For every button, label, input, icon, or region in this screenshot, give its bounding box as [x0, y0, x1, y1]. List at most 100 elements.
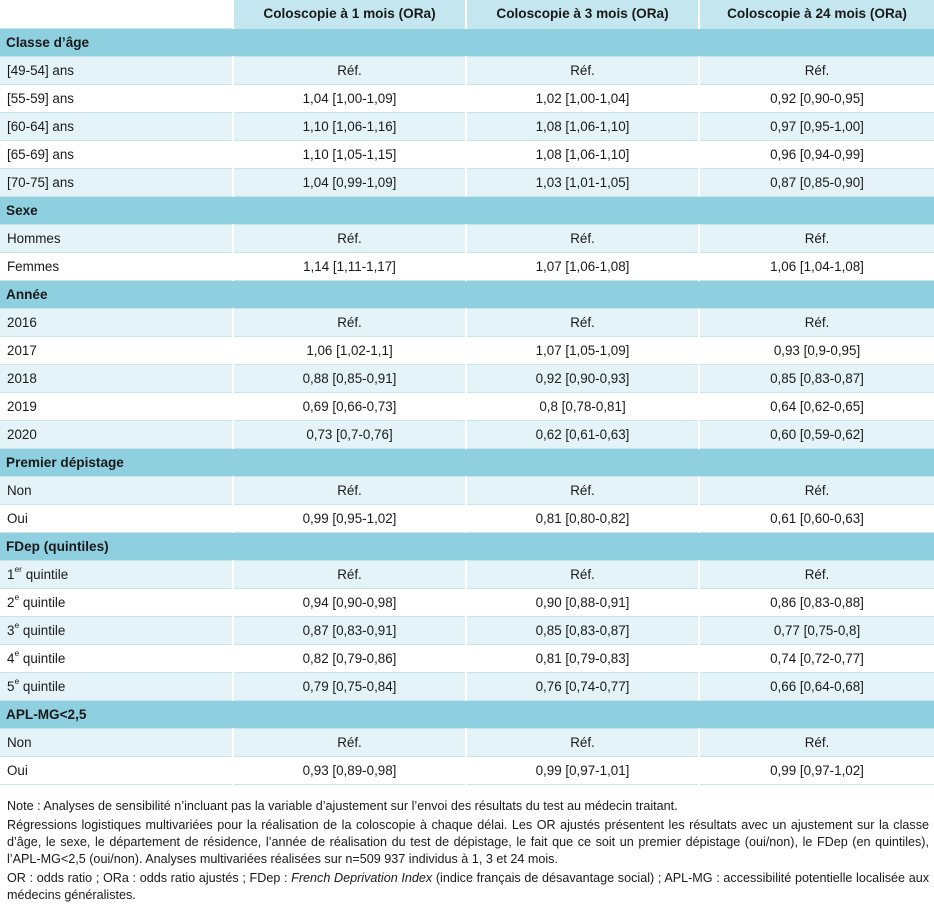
table-row: Oui 0,99 [0,95-1,02] 0,81 [0,80-0,82] 0,61 …	[0, 504, 934, 533]
row-label: Oui	[0, 504, 234, 533]
odds-ratio-cell: 0,93 [0,89-0,98]	[233, 756, 467, 785]
group-title: Année	[0, 280, 934, 309]
row-label-suffix: quintile	[19, 650, 66, 666]
row-label-text: Oui	[7, 510, 28, 526]
row-label: Hommes	[0, 224, 234, 253]
odds-ratio-cell: Réf.	[699, 476, 934, 505]
odds-ratio-cell: 1,04 [0,99-1,09]	[233, 168, 467, 197]
header-blank-cell	[0, 0, 234, 29]
odds-ratio-cell: 1,06 [1,02-1,1]	[233, 336, 467, 365]
odds-ratio-cell: 0,85 [0,83-0,87]	[699, 364, 934, 393]
odds-ratio-cell: 0,69 [0,66-0,73]	[233, 392, 467, 421]
odds-ratio-cell: Réf.	[233, 476, 467, 505]
note-abbr-end: (indice français de désavantage social) …	[7, 871, 930, 902]
odds-ratio-cell: 0,81 [0,80-0,82]	[466, 504, 700, 533]
note-abbreviations: OR : odds ratio ; ORa : odds ratio ajust…	[7, 870, 929, 904]
odds-ratio-cell: 1,07 [1,06-1,08]	[466, 252, 700, 281]
odds-ratio-cell: 0,88 [0,85-0,91]	[233, 364, 467, 393]
row-label-text: 2017	[7, 342, 37, 358]
row-label-text: 1	[7, 566, 15, 582]
row-label: Non	[0, 728, 234, 757]
table-row: 4e quintile 0,82 [0,79-0,86] 0,81 [0,79-0,…	[0, 644, 934, 673]
table-row: [65-69] ans 1,10 [1,05-1,15] 1,08 [1,06-1,…	[0, 140, 934, 169]
row-label-suffix: quintile	[19, 678, 66, 694]
row-label: 2017	[0, 336, 234, 365]
note-abbr-start: OR : odds ratio ; ORa : odds ratio ajust…	[7, 871, 292, 885]
odds-ratio-cell: 0,62 [0,61-0,63]	[466, 420, 700, 449]
row-label-suffix: quintile	[19, 594, 66, 610]
odds-ratio-cell: Réf.	[233, 56, 467, 85]
table-row: Hommes Réf. Réf. Réf.	[0, 224, 934, 253]
odds-ratio-cell: 0,64 [0,62-0,65]	[699, 392, 934, 421]
table-row: 2018 0,88 [0,85-0,91] 0,92 [0,90-0,93] 0,85…	[0, 364, 934, 393]
odds-ratio-cell: 0,8 [0,78-0,81]	[466, 392, 700, 421]
table-row: [70-75] ans 1,04 [0,99-1,09] 1,03 [1,01-1,…	[0, 168, 934, 197]
group-title: Premier dépistage	[0, 448, 934, 477]
odds-ratio-cell: Réf.	[233, 728, 467, 757]
odds-ratio-cell: 0,87 [0,85-0,90]	[699, 168, 934, 197]
row-label-suffix: quintile	[19, 622, 66, 638]
row-label-superscript: e	[14, 592, 20, 603]
row-label: [55-59] ans	[0, 84, 234, 113]
row-label-text: 2019	[7, 398, 37, 414]
odds-ratio-cell: 1,08 [1,06-1,10]	[466, 112, 700, 141]
odds-ratio-cell: Réf.	[233, 224, 467, 253]
odds-ratio-cell: 1,04 [1,00-1,09]	[233, 84, 467, 113]
odds-ratio-cell: 0,60 [0,59-0,62]	[699, 420, 934, 449]
table-row: [55-59] ans 1,04 [1,00-1,09] 1,02 [1,00-1,…	[0, 84, 934, 113]
group-row: APL-MG<2,5	[0, 700, 934, 729]
group-row: FDep (quintiles)	[0, 532, 934, 561]
odds-ratio-cell: 1,02 [1,00-1,04]	[466, 84, 700, 113]
table-body: Classe d’âge [49-54] ans Réf. Réf. Réf. [55-5…	[0, 28, 934, 785]
row-label-text: [70-75] ans	[7, 174, 74, 190]
group-title: Classe d’âge	[0, 28, 934, 57]
table-row: 2020 0,73 [0,7-0,76] 0,62 [0,61-0,63] 0,60 …	[0, 420, 934, 449]
odds-ratio-cell: 1,07 [1,05-1,09]	[466, 336, 700, 365]
row-label-text: Non	[7, 482, 32, 498]
table-row: 2016 Réf. Réf. Réf.	[0, 308, 934, 337]
row-label: 2e quintile	[0, 588, 234, 617]
odds-ratio-cell: 1,10 [1,05-1,15]	[233, 140, 467, 169]
odds-ratio-cell: Réf.	[466, 476, 700, 505]
row-label-text: Non	[7, 734, 32, 750]
table-row: [60-64] ans 1,10 [1,06-1,16] 1,08 [1,06-1,…	[0, 112, 934, 141]
group-row: Classe d’âge	[0, 28, 934, 57]
table-row: 3e quintile 0,87 [0,83-0,91] 0,85 [0,83-0,…	[0, 616, 934, 645]
row-label: [60-64] ans	[0, 112, 234, 141]
note-methods: Régressions logistiques multivariées pou…	[7, 818, 929, 866]
table-row: Oui 0,93 [0,89-0,98] 0,99 [0,97-1,01] 0,99 …	[0, 756, 934, 785]
row-label: 2020	[0, 420, 234, 449]
odds-ratio-cell: 0,77 [0,75-0,8]	[699, 616, 934, 645]
row-label-text: Femmes	[7, 258, 60, 274]
table-row: Non Réf. Réf. Réf.	[0, 476, 934, 505]
odds-ratio-cell: 0,74 [0,72-0,77]	[699, 644, 934, 673]
table-row: Non Réf. Réf. Réf.	[0, 728, 934, 757]
odds-ratio-cell: Réf.	[699, 560, 934, 589]
odds-ratio-table: Coloscopie à 1 mois (ORa) Coloscopie à 3…	[0, 0, 934, 785]
table-header: Coloscopie à 1 mois (ORa) Coloscopie à 3…	[0, 0, 934, 29]
odds-ratio-cell: Réf.	[466, 56, 700, 85]
row-label-text: 2018	[7, 370, 37, 386]
table-notes: Note : Analyses de sensibilité n’incluan…	[7, 798, 929, 906]
row-label: 2016	[0, 308, 234, 337]
row-label: Non	[0, 476, 234, 505]
row-label-superscript: er	[14, 564, 23, 575]
header-col-1-month: Coloscopie à 1 mois (ORa)	[233, 0, 467, 29]
odds-ratio-cell: 0,79 [0,75-0,84]	[233, 672, 467, 701]
row-label: 2018	[0, 364, 234, 393]
odds-ratio-cell: 0,96 [0,94-0,99]	[699, 140, 934, 169]
odds-ratio-cell: Réf.	[699, 728, 934, 757]
row-label: [70-75] ans	[0, 168, 234, 197]
odds-ratio-cell: 0,76 [0,74-0,77]	[466, 672, 700, 701]
odds-ratio-cell: 0,73 [0,7-0,76]	[233, 420, 467, 449]
odds-ratio-cell: Réf.	[699, 308, 934, 337]
row-label: [65-69] ans	[0, 140, 234, 169]
row-label-text: [55-59] ans	[7, 90, 74, 106]
group-row: Année	[0, 280, 934, 309]
odds-ratio-cell: 0,93 [0,9-0,95]	[699, 336, 934, 365]
odds-ratio-cell: Réf.	[699, 224, 934, 253]
row-label-text: 5	[7, 678, 15, 694]
group-title: FDep (quintiles)	[0, 532, 934, 561]
row-label-text: [49-54] ans	[7, 62, 74, 78]
row-label-suffix: quintile	[22, 566, 69, 582]
